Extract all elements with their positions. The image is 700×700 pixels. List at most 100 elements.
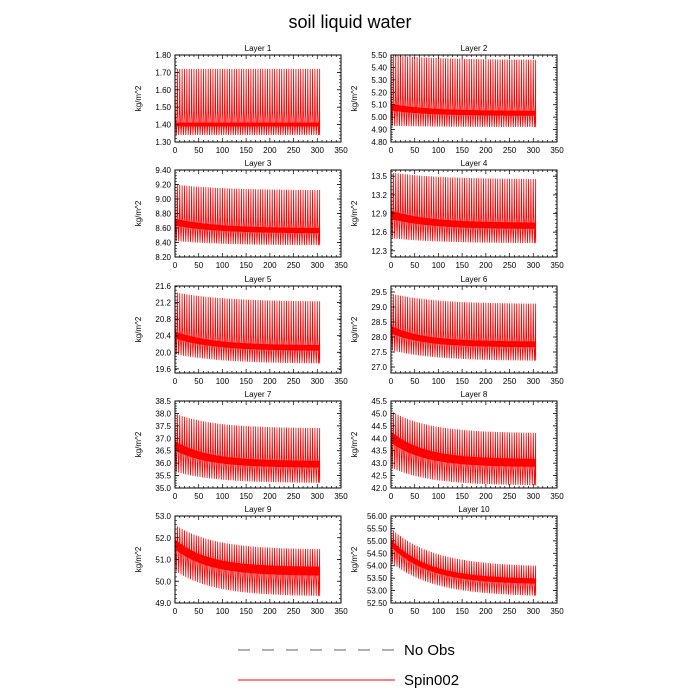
y-axis-label: kg/m^2	[350, 546, 359, 572]
y-tick-label: 42.0	[371, 484, 387, 493]
series-band-spin002	[175, 218, 321, 234]
series-band-spin002	[391, 540, 537, 584]
x-tick-label: 250	[503, 146, 517, 155]
y-tick-label: 42.5	[371, 472, 387, 481]
panel-title: Layer 7	[245, 390, 272, 399]
y-tick-label: 19.6	[155, 365, 171, 374]
y-tick-label: 45.5	[371, 397, 387, 406]
x-tick-label: 300	[311, 607, 325, 616]
y-tick-label: 55.50	[367, 524, 388, 533]
x-tick-label: 250	[503, 261, 517, 270]
series-band-spin002	[175, 539, 321, 576]
y-tick-label: 12.3	[371, 247, 387, 256]
x-tick-label: 200	[263, 146, 277, 155]
x-tick-label: 200	[479, 607, 493, 616]
y-tick-label: 4.90	[371, 126, 387, 135]
series-line-spin002	[175, 184, 321, 246]
y-tick-label: 5.50	[371, 51, 387, 60]
x-tick-label: 50	[410, 146, 419, 155]
y-tick-label: 9.00	[155, 195, 171, 204]
plot-frame	[390, 54, 558, 143]
plot-frame	[174, 54, 342, 143]
x-tick-label: 300	[311, 377, 325, 386]
panel-layer-4: Layer 4 kg/m^2 0 50 100 150 200 250 300 350 12.3 12…	[350, 159, 564, 270]
y-tick-label: 5.20	[371, 88, 387, 97]
x-tick-label: 300	[527, 607, 541, 616]
y-tick-label: 50.0	[155, 577, 171, 586]
series-line-spin002	[175, 413, 321, 483]
x-tick-label: 350	[550, 492, 564, 501]
y-axis-label: kg/m^2	[134, 316, 143, 342]
x-tick-label: 200	[479, 146, 493, 155]
x-tick-label: 0	[389, 146, 394, 155]
x-tick-label: 350	[550, 607, 564, 616]
x-tick-label: 200	[263, 607, 277, 616]
legend-label-no-obs: No Obs	[404, 642, 455, 659]
y-tick-label: 20.4	[155, 332, 171, 341]
panel-layer-8: Layer 8 kg/m^2 0 50 100 150 200 250 300 350 42.0 42…	[350, 390, 564, 501]
legend-label-spin002: Spin002	[404, 672, 459, 689]
y-tick-label: 27.5	[371, 348, 387, 357]
x-tick-label: 100	[432, 146, 446, 155]
x-tick-label: 350	[334, 607, 348, 616]
x-tick-label: 350	[334, 261, 348, 270]
y-tick-label: 53.50	[367, 574, 388, 583]
panel-layer-3: Layer 3 kg/m^2 0 50 100 150 200 250 300 350 8.20 8.…	[134, 159, 348, 270]
y-axis-label: kg/m^2	[134, 546, 143, 572]
y-tick-label: 13.2	[371, 191, 387, 200]
x-tick-label: 200	[263, 492, 277, 501]
x-tick-label: 50	[194, 492, 203, 501]
x-tick-label: 300	[311, 261, 325, 270]
plot-frame	[174, 285, 342, 374]
y-tick-label: 56.00	[367, 512, 388, 521]
figure-title: soil liquid water	[288, 12, 411, 32]
x-tick-label: 300	[311, 492, 325, 501]
y-tick-label: 1.50	[155, 103, 171, 112]
x-tick-label: 50	[410, 377, 419, 386]
plot-frame	[390, 515, 558, 604]
x-tick-label: 150	[239, 146, 253, 155]
y-tick-label: 54.50	[367, 549, 388, 558]
y-tick-label: 13.5	[371, 172, 387, 181]
y-tick-label: 1.40	[155, 121, 171, 130]
y-tick-label: 54.00	[367, 562, 388, 571]
y-tick-label: 43.5	[371, 447, 387, 456]
panel-title: Layer 4	[461, 159, 488, 168]
y-tick-label: 9.20	[155, 181, 171, 190]
y-axis-label: kg/m^2	[350, 431, 359, 457]
x-tick-label: 200	[263, 261, 277, 270]
x-tick-label: 0	[173, 492, 178, 501]
y-tick-label: 5.40	[371, 63, 387, 72]
panel-title: Layer 10	[458, 505, 490, 514]
y-tick-label: 21.6	[155, 282, 171, 291]
x-tick-label: 50	[194, 607, 203, 616]
x-tick-label: 0	[389, 607, 394, 616]
x-tick-label: 0	[173, 146, 178, 155]
x-tick-label: 100	[432, 377, 446, 386]
plot-frame	[174, 400, 342, 489]
x-tick-label: 150	[455, 146, 469, 155]
x-tick-label: 50	[194, 261, 203, 270]
y-tick-label: 29.0	[371, 303, 387, 312]
series-line-spin002	[391, 293, 537, 361]
y-tick-label: 36.0	[155, 459, 171, 468]
x-tick-label: 0	[389, 492, 394, 501]
x-tick-label: 350	[334, 492, 348, 501]
y-tick-label: 35.0	[155, 484, 171, 493]
panel-title: Layer 5	[245, 275, 272, 284]
y-tick-label: 20.8	[155, 315, 171, 324]
x-tick-label: 100	[216, 607, 230, 616]
x-tick-label: 250	[287, 261, 301, 270]
x-tick-label: 50	[194, 146, 203, 155]
y-tick-label: 53.0	[155, 512, 171, 521]
panel-title: Layer 9	[245, 505, 272, 514]
y-tick-label: 28.0	[371, 333, 387, 342]
x-tick-label: 300	[527, 261, 541, 270]
x-tick-label: 0	[173, 377, 178, 386]
x-tick-label: 50	[410, 261, 419, 270]
x-tick-label: 350	[550, 146, 564, 155]
y-tick-label: 37.5	[155, 422, 171, 431]
y-tick-label: 12.9	[371, 210, 387, 219]
y-tick-label: 8.60	[155, 224, 171, 233]
y-tick-label: 53.00	[367, 587, 388, 596]
